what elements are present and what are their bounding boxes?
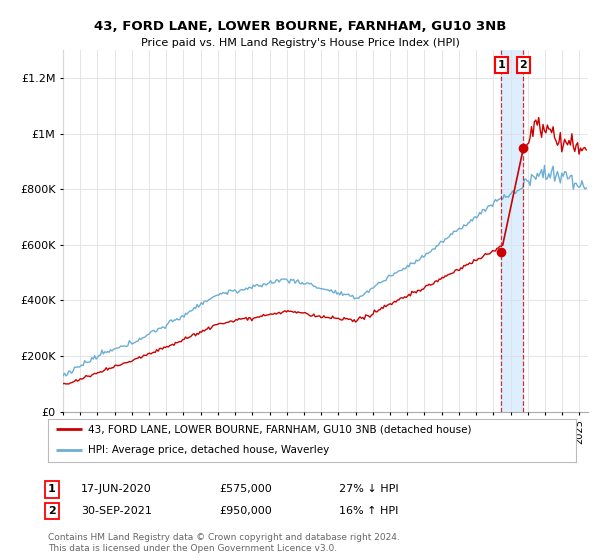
Text: 17-JUN-2020: 17-JUN-2020 bbox=[81, 484, 152, 494]
Text: HPI: Average price, detached house, Waverley: HPI: Average price, detached house, Wave… bbox=[88, 445, 329, 455]
Text: 30-SEP-2021: 30-SEP-2021 bbox=[81, 506, 152, 516]
Text: 2: 2 bbox=[520, 60, 527, 70]
Text: 1: 1 bbox=[497, 60, 505, 70]
Text: £575,000: £575,000 bbox=[219, 484, 272, 494]
Text: 43, FORD LANE, LOWER BOURNE, FARNHAM, GU10 3NB (detached house): 43, FORD LANE, LOWER BOURNE, FARNHAM, GU… bbox=[88, 424, 471, 434]
Bar bbox=[501, 50, 523, 412]
Text: 2: 2 bbox=[48, 506, 56, 516]
Text: 27% ↓ HPI: 27% ↓ HPI bbox=[339, 484, 398, 494]
Text: 43, FORD LANE, LOWER BOURNE, FARNHAM, GU10 3NB: 43, FORD LANE, LOWER BOURNE, FARNHAM, GU… bbox=[94, 20, 506, 32]
Text: Price paid vs. HM Land Registry's House Price Index (HPI): Price paid vs. HM Land Registry's House … bbox=[140, 38, 460, 48]
Text: 16% ↑ HPI: 16% ↑ HPI bbox=[339, 506, 398, 516]
Text: 1: 1 bbox=[48, 484, 56, 494]
Text: £950,000: £950,000 bbox=[219, 506, 272, 516]
Text: Contains HM Land Registry data © Crown copyright and database right 2024.
This d: Contains HM Land Registry data © Crown c… bbox=[48, 533, 400, 553]
